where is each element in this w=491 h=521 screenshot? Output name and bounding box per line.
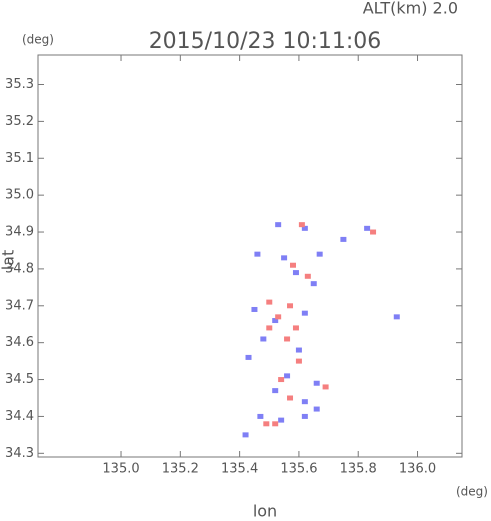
data-cell xyxy=(281,255,288,261)
plot-frame xyxy=(37,54,463,458)
x-unit: (deg) xyxy=(456,485,488,499)
x-axis-label: lon xyxy=(253,502,277,521)
data-cell xyxy=(275,314,282,320)
data-cell xyxy=(316,251,323,257)
y-tick-label: 34.9 xyxy=(5,225,34,240)
data-cell xyxy=(310,281,317,287)
x-tick-label: 135.2 xyxy=(162,462,199,477)
y-tick-label: 34.6 xyxy=(5,335,34,350)
y-tick-label: 34.5 xyxy=(5,372,34,387)
data-cell xyxy=(292,325,299,331)
data-cell xyxy=(260,336,267,342)
data-cell xyxy=(242,432,249,438)
y-tick-label: 35.2 xyxy=(5,114,34,129)
data-cell xyxy=(245,354,252,360)
data-cell xyxy=(370,229,377,235)
data-cell xyxy=(313,380,320,386)
y-axis-label: lat xyxy=(0,250,18,271)
data-cell xyxy=(301,413,308,419)
data-cell xyxy=(278,417,285,423)
chart-title: 2015/10/23 10:11:06 xyxy=(149,29,382,54)
data-cell xyxy=(301,310,308,316)
y-unit: (deg) xyxy=(22,33,54,47)
data-cell xyxy=(275,222,282,228)
x-tick-label: 135.6 xyxy=(280,462,317,477)
data-cell xyxy=(263,421,270,427)
data-cell xyxy=(393,314,400,320)
data-cell xyxy=(298,222,305,228)
y-tick-label: 34.8 xyxy=(5,261,34,276)
data-cell xyxy=(304,273,311,279)
x-tick-label: 135.4 xyxy=(221,462,258,477)
x-tick-label: 135.8 xyxy=(340,462,377,477)
data-cell xyxy=(272,318,279,324)
y-tick-label: 34.4 xyxy=(5,409,34,424)
data-cell xyxy=(364,225,371,231)
data-cell xyxy=(257,413,264,419)
data-cell xyxy=(289,262,296,268)
y-tick-label: 35.0 xyxy=(5,188,34,203)
altitude-label: ALT(km) 2.0 xyxy=(363,0,458,18)
data-cell xyxy=(272,388,279,394)
data-cell xyxy=(272,421,279,427)
data-cell xyxy=(340,236,347,242)
y-tick-label: 35.1 xyxy=(5,151,34,166)
data-cell xyxy=(287,303,294,309)
data-cell xyxy=(313,406,320,412)
data-cell xyxy=(295,358,302,364)
data-cell xyxy=(322,384,329,390)
x-tick-label: 136.0 xyxy=(399,462,436,477)
y-tick-label: 35.3 xyxy=(5,77,34,92)
data-cell xyxy=(266,299,273,305)
data-cell xyxy=(284,373,291,379)
data-cell xyxy=(251,306,258,312)
data-cell xyxy=(292,270,299,276)
data-cell xyxy=(266,325,273,331)
x-tick-label: 135.0 xyxy=(102,462,139,477)
y-tick-label: 34.7 xyxy=(5,298,34,313)
data-cell xyxy=(284,336,291,342)
data-cell xyxy=(287,395,294,401)
data-cell xyxy=(254,251,261,257)
data-cell xyxy=(301,225,308,231)
y-tick-label: 34.3 xyxy=(5,446,34,461)
data-cell xyxy=(295,347,302,353)
data-cell xyxy=(278,377,285,383)
data-cell xyxy=(301,399,308,405)
